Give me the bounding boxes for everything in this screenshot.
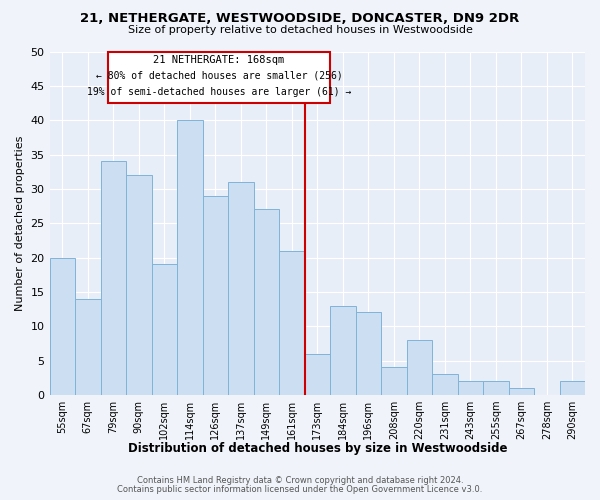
Text: 19% of semi-detached houses are larger (61) →: 19% of semi-detached houses are larger (… bbox=[87, 87, 351, 97]
Bar bbox=[177, 120, 203, 395]
Text: 21, NETHERGATE, WESTWOODSIDE, DONCASTER, DN9 2DR: 21, NETHERGATE, WESTWOODSIDE, DONCASTER,… bbox=[80, 12, 520, 26]
Text: Contains HM Land Registry data © Crown copyright and database right 2024.: Contains HM Land Registry data © Crown c… bbox=[137, 476, 463, 485]
Bar bbox=[458, 381, 483, 395]
Bar bbox=[203, 196, 228, 395]
Bar bbox=[381, 368, 407, 395]
Text: 21 NETHERGATE: 168sqm: 21 NETHERGATE: 168sqm bbox=[154, 55, 285, 65]
Text: ← 80% of detached houses are smaller (256): ← 80% of detached houses are smaller (25… bbox=[96, 70, 343, 81]
Bar bbox=[228, 182, 254, 395]
Bar bbox=[152, 264, 177, 395]
Bar bbox=[75, 298, 101, 395]
Text: Size of property relative to detached houses in Westwoodside: Size of property relative to detached ho… bbox=[128, 25, 472, 35]
Bar bbox=[407, 340, 432, 395]
Bar bbox=[279, 250, 305, 395]
Bar bbox=[50, 258, 75, 395]
Bar bbox=[126, 175, 152, 395]
FancyBboxPatch shape bbox=[108, 52, 330, 103]
Bar bbox=[254, 210, 279, 395]
Bar bbox=[330, 306, 356, 395]
Bar bbox=[101, 162, 126, 395]
X-axis label: Distribution of detached houses by size in Westwoodside: Distribution of detached houses by size … bbox=[128, 442, 507, 455]
Bar bbox=[483, 381, 509, 395]
Text: Contains public sector information licensed under the Open Government Licence v3: Contains public sector information licen… bbox=[118, 485, 482, 494]
Bar bbox=[560, 381, 585, 395]
Y-axis label: Number of detached properties: Number of detached properties bbox=[15, 136, 25, 311]
Bar bbox=[356, 312, 381, 395]
Bar bbox=[432, 374, 458, 395]
Bar bbox=[509, 388, 534, 395]
Bar bbox=[305, 354, 330, 395]
